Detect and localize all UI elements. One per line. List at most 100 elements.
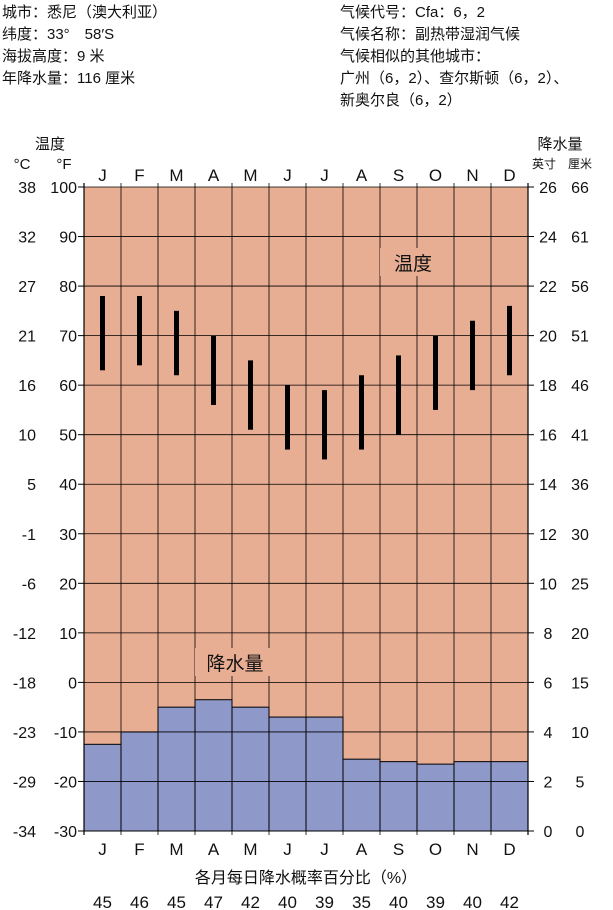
month-label-bottom: J bbox=[98, 840, 107, 859]
month-label-top: J bbox=[283, 166, 292, 185]
month-label-top: F bbox=[134, 166, 144, 185]
city-info-left: 城市：悉尼（澳大利亚） 纬度：33° 58′S 海拔高度：9 米 年降水量：11… bbox=[2, 2, 167, 90]
tick-label-cm: 0 bbox=[576, 824, 585, 841]
x-axis-caption: 各月每日降水概率百分比（%） bbox=[195, 869, 417, 887]
month-label-bottom: M bbox=[243, 840, 257, 859]
month-label-top: A bbox=[208, 166, 220, 185]
precip-probability: 39 bbox=[315, 893, 334, 910]
tick-label-cm: 51 bbox=[571, 329, 589, 346]
tick-label-c: 10 bbox=[18, 428, 36, 445]
similar-cities-line-2: 新奥尔良（6，2） bbox=[340, 92, 462, 109]
tick-label-in: 12 bbox=[539, 527, 557, 544]
right-axis-unit-in: 英寸 bbox=[532, 157, 556, 171]
precip-probability: 40 bbox=[389, 893, 408, 910]
temp-range-bar-10 bbox=[433, 335, 438, 410]
precip-probability: 35 bbox=[352, 893, 371, 910]
annual-precipitation: 年降水量：116 厘米 bbox=[2, 70, 136, 87]
precip-probability: 45 bbox=[93, 893, 112, 910]
temp-range-bar-9 bbox=[396, 355, 401, 435]
similar-cities-label: 气候相似的其他城市： bbox=[340, 48, 491, 65]
temp-label-bg bbox=[380, 248, 440, 276]
city-name: 城市：悉尼（澳大利亚） bbox=[2, 4, 168, 21]
tick-label-cm: 66 bbox=[571, 180, 589, 197]
precip-bar-4 bbox=[194, 699, 233, 832]
tick-label-c: 32 bbox=[18, 230, 36, 247]
right-axis-title: 降水量 bbox=[537, 136, 582, 153]
temp-range-bar-6 bbox=[285, 385, 290, 450]
month-label-top: M bbox=[169, 166, 183, 185]
precipitation-label: 降水量 bbox=[206, 653, 263, 675]
precip-bar-9 bbox=[379, 761, 418, 832]
altitude: 海拔高度：9 米 bbox=[2, 48, 105, 65]
tick-label-cm: 20 bbox=[571, 626, 589, 643]
month-label-top: S bbox=[393, 166, 404, 185]
month-label-bottom: S bbox=[393, 840, 404, 859]
precip-probability: 40 bbox=[463, 893, 482, 910]
tick-label-f: 90 bbox=[59, 230, 77, 247]
left-axis-unit-c: °C bbox=[14, 156, 31, 173]
tick-label-in: 16 bbox=[539, 428, 557, 445]
tick-label-f: 80 bbox=[59, 279, 77, 296]
tick-label-f: 50 bbox=[59, 428, 77, 445]
tick-label-c: -23 bbox=[13, 725, 36, 742]
precip-probability: 42 bbox=[241, 893, 260, 910]
tick-label-f: 60 bbox=[59, 378, 77, 395]
precip-bar-1 bbox=[83, 743, 122, 832]
precip-bar-6 bbox=[268, 716, 307, 832]
precip-probability: 40 bbox=[278, 893, 297, 910]
tick-label-in: 18 bbox=[539, 378, 557, 395]
month-label-top: D bbox=[503, 166, 515, 185]
tick-label-f: 20 bbox=[59, 576, 77, 593]
precip-probability: 45 bbox=[167, 893, 186, 910]
tick-label-cm: 5 bbox=[576, 774, 585, 791]
month-label-bottom: A bbox=[356, 840, 368, 859]
tick-label-cm: 36 bbox=[571, 477, 589, 494]
tick-label-in: 20 bbox=[539, 329, 557, 346]
climate-code: 气候代号：Cfa：6，2 bbox=[340, 4, 486, 21]
city-info-right: 气候代号：Cfa：6，2 气候名称：副热带湿润气候 气候相似的其他城市： 广州（… bbox=[340, 2, 568, 112]
tick-label-c: 16 bbox=[18, 378, 36, 395]
month-label-bottom: N bbox=[466, 840, 478, 859]
precip-bar-7 bbox=[305, 716, 344, 832]
month-label-bottom: F bbox=[134, 840, 144, 859]
tick-label-in: 4 bbox=[544, 725, 553, 742]
tick-label-c: -12 bbox=[13, 626, 36, 643]
month-label-top: J bbox=[98, 166, 107, 185]
tick-label-f: -10 bbox=[54, 725, 77, 742]
temp-range-bar-7 bbox=[322, 390, 327, 460]
temp-range-bar-2 bbox=[137, 295, 142, 366]
tick-label-f: 40 bbox=[59, 477, 77, 494]
month-label-bottom: D bbox=[503, 840, 515, 859]
tick-label-cm: 46 bbox=[571, 378, 589, 395]
precip-bar-5 bbox=[231, 706, 270, 832]
tick-label-cm: 41 bbox=[571, 428, 589, 445]
tick-label-cm: 15 bbox=[571, 675, 589, 692]
tick-label-f: -20 bbox=[54, 774, 77, 791]
tick-label-f: -30 bbox=[54, 824, 77, 841]
tick-label-in: 2 bbox=[544, 774, 553, 791]
precip-bar-11 bbox=[453, 761, 492, 832]
tick-label-f: 10 bbox=[59, 626, 77, 643]
tick-label-f: 30 bbox=[59, 527, 77, 544]
month-label-top: M bbox=[243, 166, 257, 185]
temperature-label: 温度 bbox=[394, 253, 432, 275]
precip-bar-10 bbox=[416, 763, 455, 832]
tick-label-in: 10 bbox=[539, 576, 557, 593]
tick-label-c: -29 bbox=[13, 774, 36, 791]
tick-label-in: 8 bbox=[544, 626, 553, 643]
temp-range-bar-8 bbox=[359, 375, 364, 450]
tick-label-c: -18 bbox=[13, 675, 36, 692]
precip-probability: 47 bbox=[204, 893, 223, 910]
left-axis-unit-f: °F bbox=[56, 156, 71, 173]
tick-label-in: 14 bbox=[539, 477, 557, 494]
latitude: 纬度：33° 58′S bbox=[2, 26, 115, 43]
precip-bar-8 bbox=[342, 758, 381, 832]
tick-label-c: 21 bbox=[18, 329, 36, 346]
month-label-top: N bbox=[466, 166, 478, 185]
tick-label-cm: 61 bbox=[571, 230, 589, 247]
tick-label-cm: 25 bbox=[571, 576, 589, 593]
temp-range-bar-5 bbox=[248, 360, 253, 430]
tick-label-f: 100 bbox=[50, 180, 77, 197]
climate-name: 气候名称：副热带湿润气候 bbox=[340, 26, 521, 43]
